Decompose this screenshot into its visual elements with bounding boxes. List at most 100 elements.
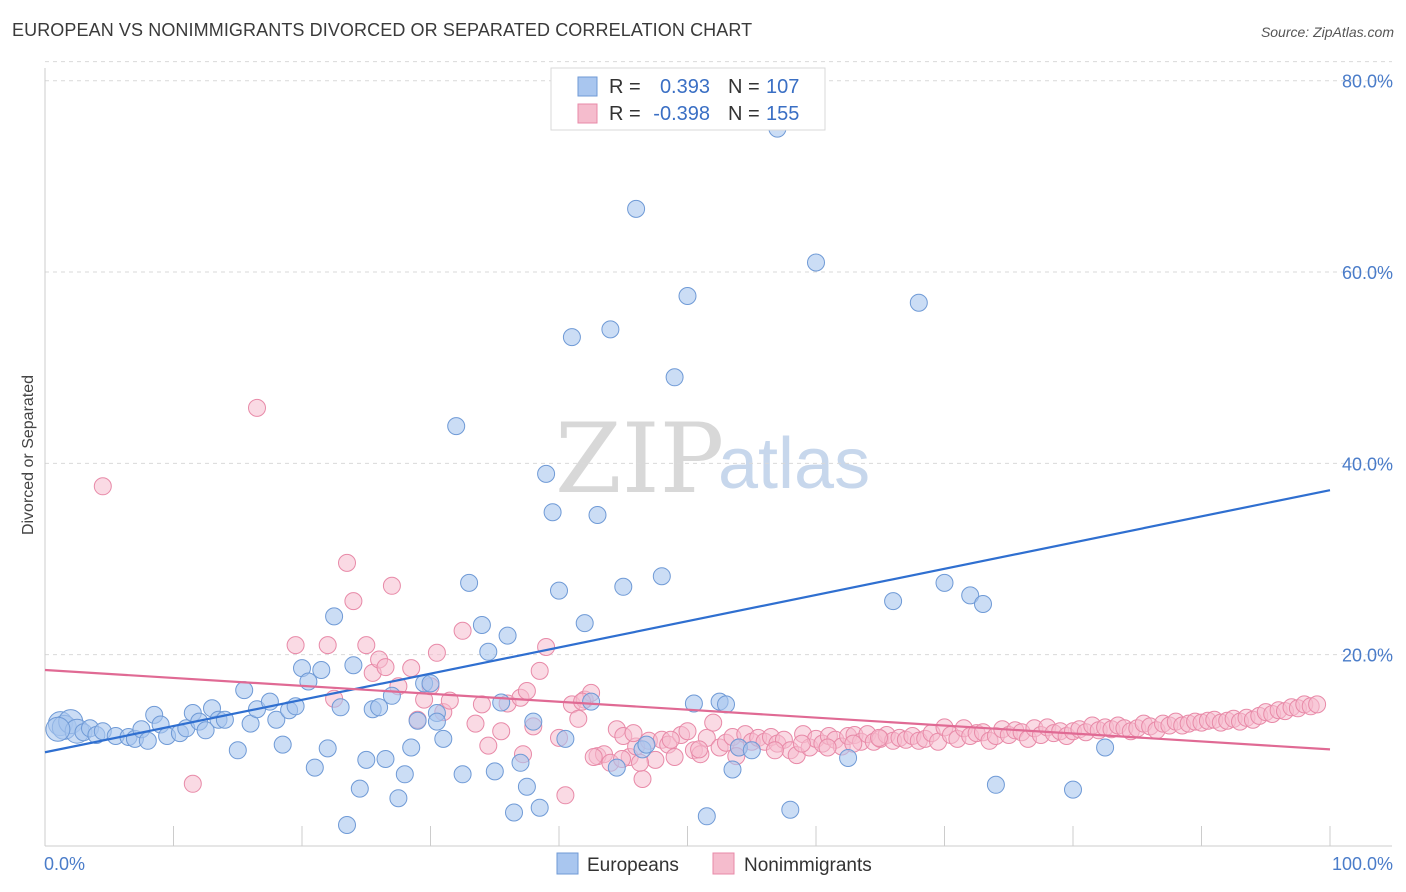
europeans-point: [974, 595, 992, 613]
y-axis-label: Divorced or Separated: [20, 375, 37, 535]
europeans-point: [447, 417, 466, 436]
nonimmigrants-point: [1308, 695, 1327, 714]
europeans-point: [427, 712, 446, 731]
legend-nonimmigrants-n-value: 155: [766, 103, 799, 125]
europeans-point: [267, 710, 286, 729]
nonimmigrants-point: [537, 638, 556, 656]
nonimmigrants-point: [382, 576, 401, 595]
nonimmigrants-point: [427, 643, 446, 662]
europeans-point: [196, 721, 215, 740]
nonimmigrants-point: [344, 592, 363, 611]
legend-bottom-europeans-label: Europeans: [587, 855, 679, 876]
europeans-point: [637, 735, 656, 754]
y-tick-label: 60.0%: [1342, 263, 1393, 283]
nonimmigrants-points: [93, 398, 1327, 805]
europeans-point: [511, 753, 530, 772]
europeans-point: [338, 816, 356, 834]
nonimmigrants-point: [479, 736, 498, 755]
y-tick-label: 20.0%: [1342, 646, 1393, 666]
europeans-point: [395, 765, 414, 784]
chart-source: Source: ZipAtlas.com: [1260, 24, 1394, 40]
nonimmigrants-point: [556, 786, 575, 805]
legend-bottom-nonimmigrants-label: Nonimmigrants: [744, 855, 872, 876]
europeans-point: [530, 798, 549, 817]
nonimmigrants-point: [665, 748, 684, 766]
nonimmigrants-point: [402, 659, 421, 678]
legend-europeans-n-label: N =: [728, 76, 760, 98]
europeans-trend-line: [44, 489, 1331, 754]
europeans-point: [601, 320, 620, 339]
europeans-point: [607, 758, 626, 777]
nonimmigrants-point: [870, 728, 888, 747]
x-tick-label: 0.0%: [44, 854, 85, 874]
europeans-point: [935, 573, 954, 592]
europeans-point: [472, 616, 491, 634]
europeans-point: [408, 711, 427, 730]
europeans-point: [460, 573, 479, 592]
gridlines: [45, 61, 1392, 656]
axes: [44, 68, 1392, 847]
europeans-point: [479, 642, 498, 661]
europeans-point: [543, 503, 562, 522]
nonimmigrants-point: [376, 658, 395, 677]
y-tick-label: 80.0%: [1342, 72, 1393, 92]
europeans-point: [1064, 780, 1082, 799]
nonimmigrants-point: [248, 398, 266, 417]
x-tick-labels: 0.0% 100.0%: [44, 854, 1393, 874]
nonimmigrants-point: [624, 724, 643, 743]
nonimmigrants-point: [318, 636, 337, 655]
europeans-point: [986, 775, 1005, 794]
nonimmigrants-point: [466, 714, 485, 733]
legend-series: Europeans Nonimmigrants: [556, 852, 872, 876]
europeans-point: [312, 661, 331, 679]
nonimmigrants-point: [792, 734, 811, 753]
europeans-point: [742, 741, 761, 760]
europeans-point: [305, 758, 324, 777]
nonimmigrants-point: [357, 636, 376, 655]
nonimmigrants-point: [530, 661, 549, 680]
europeans-point: [318, 739, 337, 758]
legend-nonimmigrants-swatch: [577, 103, 598, 124]
legend-nonimmigrants-n-label: N =: [728, 103, 760, 125]
europeans-point: [402, 738, 421, 757]
legend-correlation: R = 0.393 N = 107 R = -0.398 N = 155: [550, 67, 826, 131]
nonimmigrants-point: [661, 730, 680, 749]
y-tick-labels: 20.0% 40.0% 60.0% 80.0%: [1342, 72, 1393, 666]
europeans-point: [627, 199, 646, 218]
nonimmigrants-point: [492, 722, 511, 741]
europeans-point: [45, 716, 71, 742]
nonimmigrants-point: [569, 709, 588, 728]
nonimmigrants-point: [678, 722, 697, 741]
europeans-point: [684, 694, 703, 713]
europeans-point: [723, 760, 742, 779]
europeans-point: [505, 803, 523, 822]
trend-lines: [44, 489, 1331, 754]
nonimmigrants-point: [93, 477, 112, 496]
watermark: ZIP atlas: [555, 403, 870, 515]
europeans-point: [697, 807, 716, 826]
europeans-point: [235, 681, 254, 700]
nonimmigrants-point: [183, 774, 202, 793]
europeans-point: [434, 729, 453, 748]
europeans-point: [550, 581, 568, 600]
europeans-point: [562, 328, 581, 347]
chart-title: EUROPEAN VS NONIMMIGRANTS DIVORCED OR SE…: [12, 20, 753, 40]
europeans-point: [717, 695, 735, 714]
europeans-point: [556, 729, 575, 748]
europeans-point: [485, 762, 504, 781]
europeans-point: [389, 789, 408, 808]
europeans-point: [357, 750, 376, 769]
europeans-point: [781, 800, 800, 819]
europeans-point: [909, 293, 928, 312]
legend-europeans-r-value: 0.393: [660, 76, 710, 98]
legend-bottom-europeans-swatch: [556, 852, 579, 875]
europeans-point: [884, 592, 903, 611]
europeans-point: [665, 368, 684, 387]
europeans-point: [453, 765, 472, 784]
x-tick-label: 100.0%: [1332, 854, 1393, 874]
europeans-point: [524, 712, 543, 731]
europeans-point: [575, 614, 594, 633]
legend-europeans-n-value: 107: [766, 76, 799, 98]
legend-nonimmigrants-r-label: R =: [609, 103, 641, 125]
